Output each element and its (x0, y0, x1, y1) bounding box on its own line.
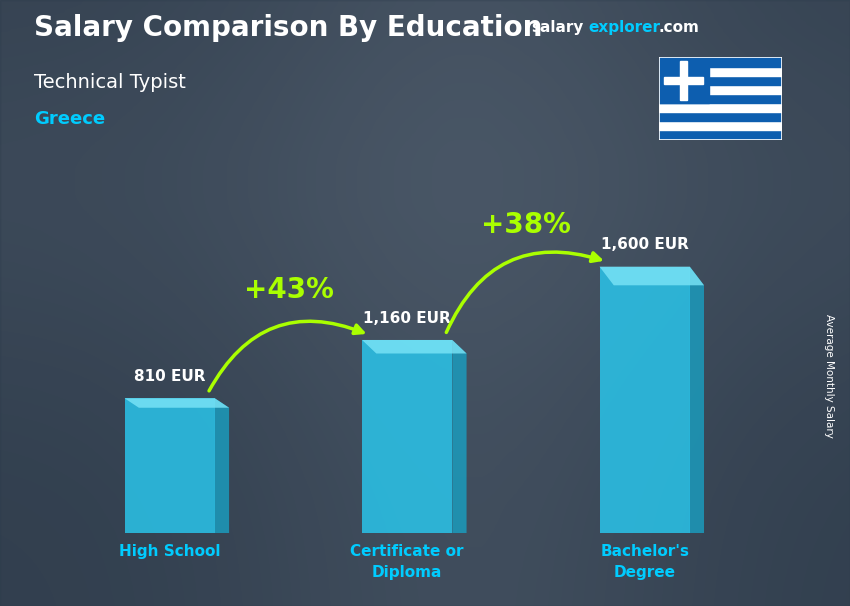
Bar (659, 94, 782, 103)
Bar (681, 61, 688, 99)
Bar (659, 58, 782, 67)
Bar (659, 121, 782, 130)
Polygon shape (215, 398, 230, 533)
Bar (659, 58, 709, 103)
Text: Salary Comparison By Education: Salary Comparison By Education (34, 15, 542, 42)
Text: .com: .com (659, 19, 700, 35)
Polygon shape (125, 398, 230, 408)
Bar (362, 340, 452, 533)
Bar (659, 130, 782, 139)
Bar (659, 112, 782, 121)
Text: +38%: +38% (481, 211, 571, 239)
Polygon shape (599, 267, 704, 285)
Text: Greece: Greece (34, 110, 105, 128)
Bar (659, 76, 782, 85)
Polygon shape (689, 267, 704, 533)
Bar (659, 103, 782, 112)
Text: Technical Typist: Technical Typist (34, 73, 186, 92)
Text: salary: salary (531, 19, 584, 35)
Text: 1,600 EUR: 1,600 EUR (601, 238, 688, 253)
Polygon shape (362, 340, 467, 353)
Text: 810 EUR: 810 EUR (134, 369, 206, 384)
Bar (659, 85, 782, 94)
Text: +43%: +43% (243, 276, 333, 304)
Bar (659, 67, 782, 76)
Text: Average Monthly Salary: Average Monthly Salary (824, 314, 834, 438)
Bar (599, 267, 689, 533)
Bar (125, 398, 215, 533)
Polygon shape (452, 340, 467, 533)
Text: explorer: explorer (588, 19, 660, 35)
Bar (665, 77, 703, 84)
Text: 1,160 EUR: 1,160 EUR (363, 311, 451, 326)
